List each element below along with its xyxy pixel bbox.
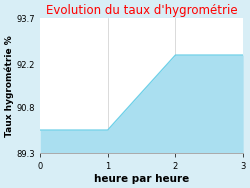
Y-axis label: Taux hygrométrie %: Taux hygrométrie % (4, 35, 14, 136)
Title: Evolution du taux d'hygrométrie: Evolution du taux d'hygrométrie (46, 4, 237, 17)
X-axis label: heure par heure: heure par heure (94, 174, 189, 184)
